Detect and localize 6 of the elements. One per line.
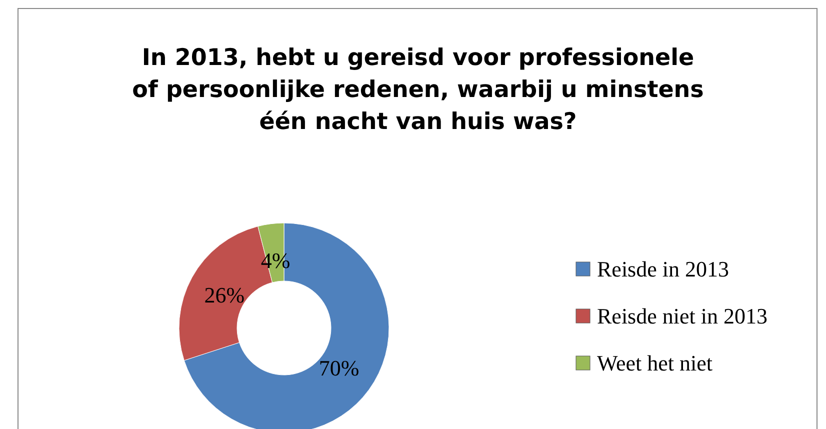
legend-label: Weet het niet [597, 350, 713, 376]
data-label: 70% [318, 355, 360, 380]
legend-label: Reisde in 2013 [597, 256, 729, 282]
legend-label: Reisde niet in 2013 [597, 304, 768, 328]
data-label: 26% [204, 282, 245, 308]
chart-title: In 2013, hebt u gereisd voor professionele of persoonlijke redenen, waarbij u minstens één nacht van huis was? [132, 45, 704, 135]
